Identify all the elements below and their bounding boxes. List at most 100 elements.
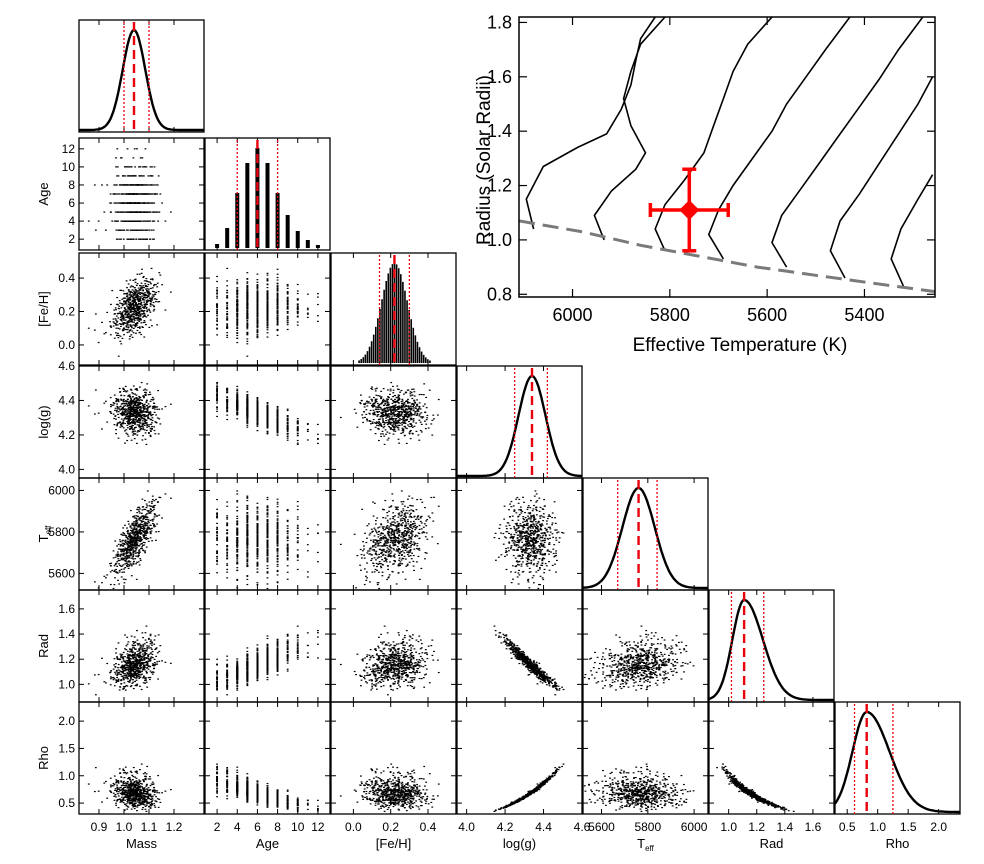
scatter-point [138,400,141,402]
scatter-point [161,202,164,204]
scatter-point [134,402,137,404]
scatter-point [395,423,398,425]
scatter-point [148,510,150,512]
scatter-point [130,418,132,421]
scatter-point [135,400,138,402]
scatter-point [369,429,372,431]
scatter-point [137,300,140,302]
scatter-point [122,554,125,556]
histogram-bar [418,347,421,363]
scatter-point [145,202,147,204]
scatter-point [136,561,138,563]
scatter-point [125,312,127,314]
scatter-point [140,415,143,417]
scatter-point [306,307,309,309]
scatter-point [141,292,144,294]
scatter-point [131,428,134,431]
scatter-point [132,220,135,222]
scatter-point [393,407,396,409]
scatter-point [109,193,112,195]
scatter-point [115,323,118,325]
scatter-point [256,308,259,310]
scatter-point [136,283,139,285]
scatter-point [389,413,392,415]
scatter-point [135,537,138,540]
scatter-point [136,329,139,332]
scatter-point [116,175,118,177]
scatter-point [246,331,249,334]
scatter-point [141,229,143,231]
scatter-point [132,553,135,556]
scatter-point [256,315,259,317]
scatter-point [127,416,129,418]
scatter-point [124,400,127,402]
scatter-point [381,413,384,415]
scatter-point [146,303,148,306]
scatter-point [371,399,373,401]
scatter-point [138,412,141,414]
scatter-point [145,429,148,432]
scatter-point [405,411,408,413]
scatter-point [144,303,147,305]
scatter-point [138,531,141,533]
scatter-point [276,324,279,326]
scatter-point [104,229,107,231]
scatter-point [130,426,133,428]
scatter-point [136,522,139,524]
scatter-point [142,175,145,177]
scatter-point [128,303,131,306]
scatter-point [246,398,249,400]
scatter-point [405,419,407,421]
scatter-point [246,298,249,300]
scatter-point [122,290,125,292]
scatter-point [416,412,419,414]
scatter-point [236,300,239,303]
scatter-point [126,331,129,334]
scatter-point [150,287,152,290]
scatter-point [397,414,400,417]
scatter-point [389,428,392,430]
scatter-point [236,327,239,330]
scatter-point [147,540,150,542]
scatter-point [135,426,137,428]
scatter-point [129,290,132,293]
scatter-point [115,411,118,413]
scatter-point [132,324,135,326]
scatter-point [159,193,162,195]
scatter-point [375,400,378,403]
scatter-point [116,405,119,407]
scatter-point [136,322,139,325]
scatter-point [130,527,133,529]
scatter-point [150,509,152,511]
scatter-point [103,211,106,213]
scatter-point [128,416,130,418]
scatter-point [142,289,144,291]
scatter-point [143,516,146,518]
scatter-point [132,300,135,303]
scatter-point [385,417,387,419]
scatter-point [126,323,129,325]
scatter-point [266,302,269,304]
scatter-point [256,399,259,402]
scatter-point [114,211,117,213]
scatter-point [135,563,137,565]
scatter-point [147,175,150,177]
scatter-point [390,412,393,414]
scatter-point [145,301,148,304]
scatter-point [317,293,319,295]
scatter-point [387,406,390,408]
scatter-point [133,412,136,414]
histogram-bar [362,357,365,363]
scatter-point [135,220,138,222]
scatter-point [266,419,269,422]
scatter-point [139,406,142,408]
scatter-point [115,319,118,321]
scatter-point [131,392,134,394]
scatter-point [387,422,390,424]
scatter-point [306,293,309,295]
scatter-point [154,433,157,435]
scatter-point [139,427,142,429]
scatter-point [146,424,149,427]
scatter-point [164,309,167,311]
scatter-point [120,312,123,314]
